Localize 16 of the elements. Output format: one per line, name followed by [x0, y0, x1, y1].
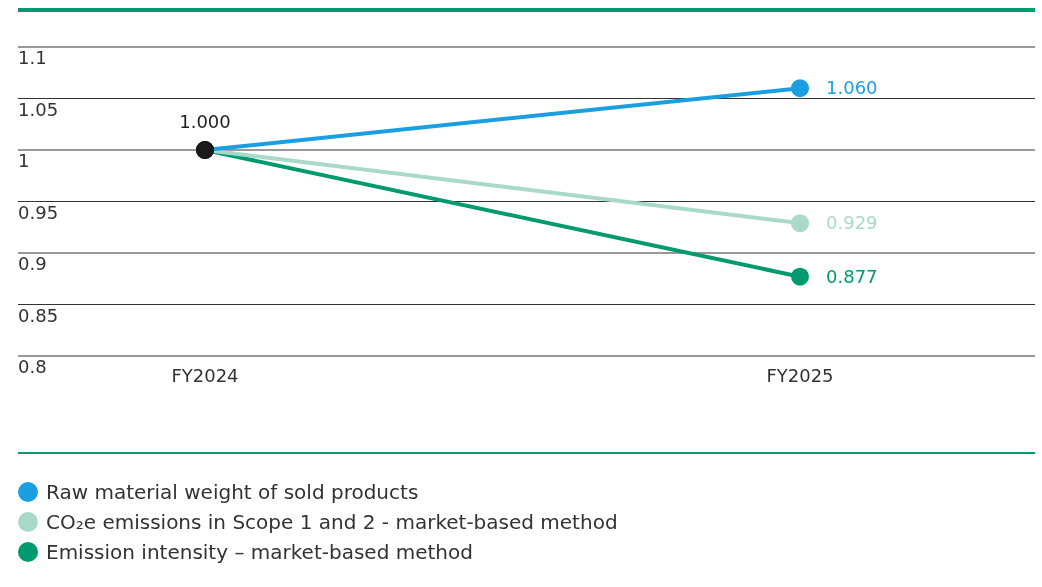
- x-tick-label: FY2024: [171, 365, 239, 386]
- y-tick-label: 0.8: [18, 356, 47, 377]
- legend-label: CO₂e emissions in Scope 1 and 2 - market-based method: [46, 510, 618, 534]
- y-tick-label: 1.1: [18, 47, 47, 68]
- y-tick-label: 1: [18, 150, 30, 171]
- legend-label: Raw material weight of sold products: [46, 480, 419, 504]
- x-tick-label: FY2025: [766, 365, 834, 386]
- legend-label: Emission intensity – market-based method: [46, 540, 473, 564]
- data-label: 1.000: [179, 111, 231, 132]
- y-tick-label: 0.85: [18, 304, 59, 326]
- y-tick-label: 0.9: [18, 253, 47, 274]
- y-tick-label: 0.95: [18, 201, 59, 223]
- data-label: 0.877: [826, 265, 878, 287]
- y-tick-label: 1.05: [18, 98, 59, 120]
- data-label: 1.060: [826, 77, 878, 99]
- data-label: 0.929: [826, 212, 878, 234]
